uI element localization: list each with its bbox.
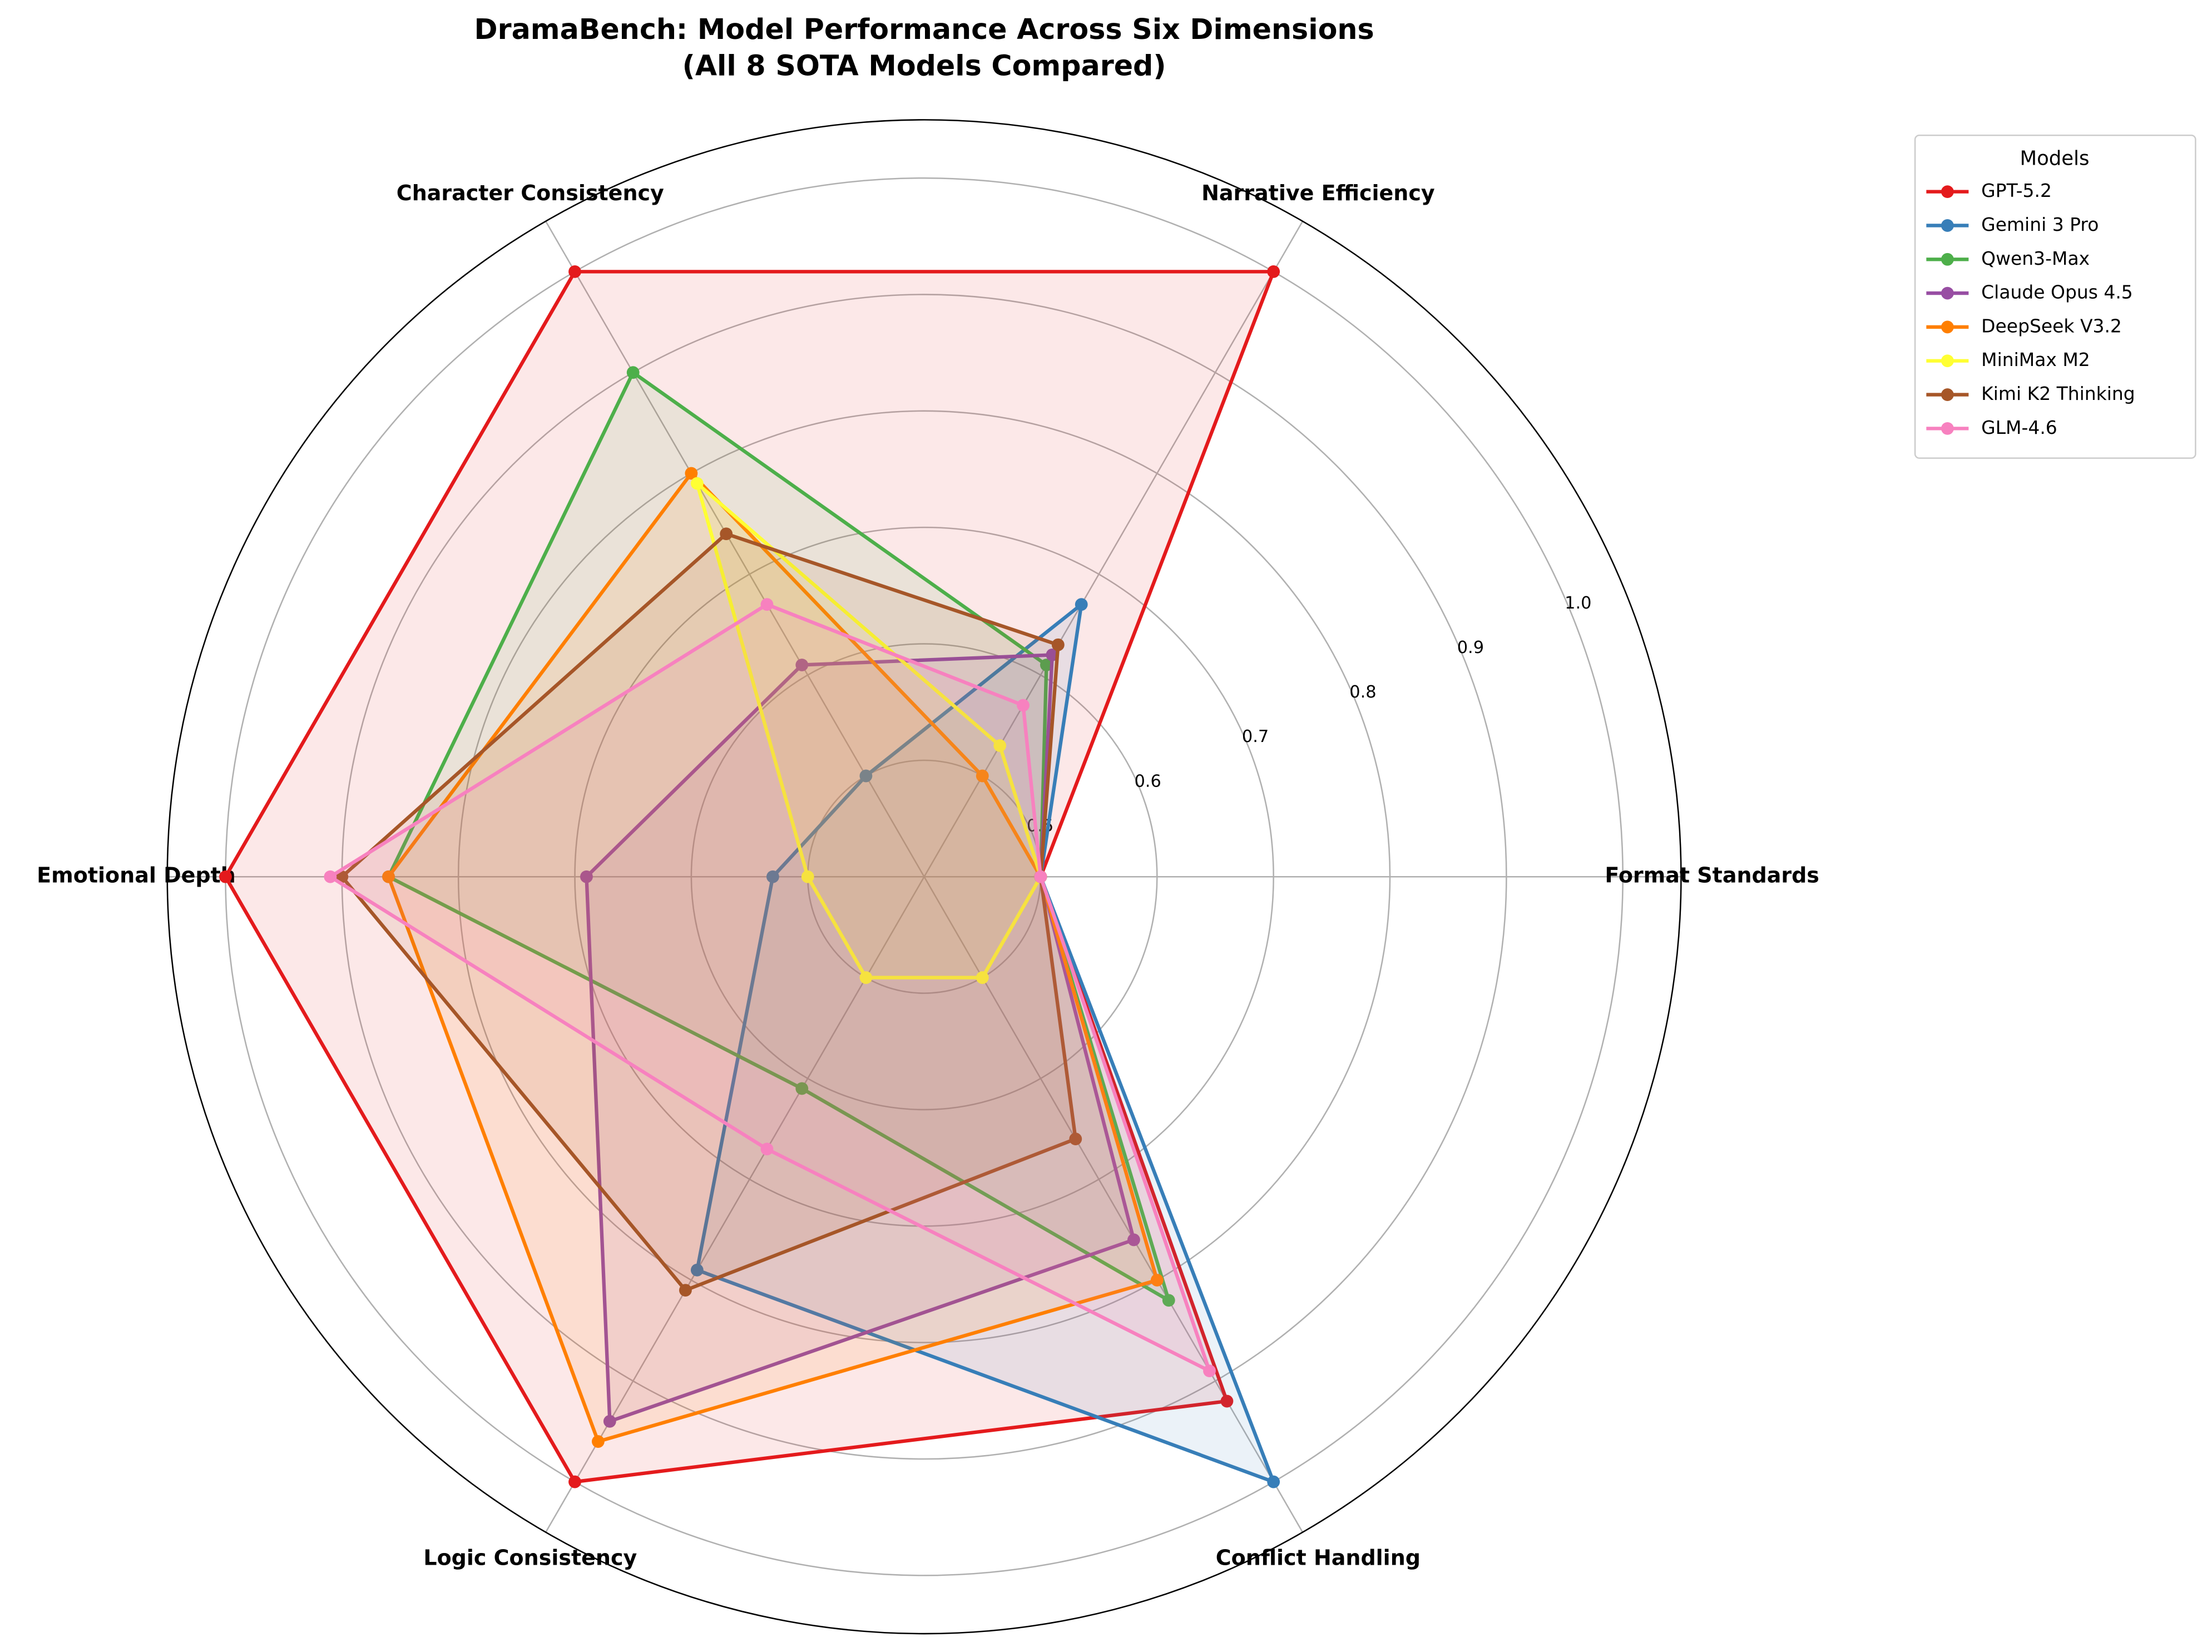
category-label: Logic Consistency xyxy=(423,1546,637,1570)
point xyxy=(1267,1475,1280,1488)
point xyxy=(760,1142,774,1156)
point xyxy=(568,1475,581,1488)
point xyxy=(1017,699,1030,712)
legend-label: GPT-5.2 xyxy=(1981,180,2052,201)
point xyxy=(976,971,989,984)
point xyxy=(335,870,349,883)
legend-label: Kimi K2 Thinking xyxy=(1981,383,2135,404)
legend-marker xyxy=(1941,286,1954,300)
r-tick-label: 0.6 xyxy=(1134,771,1161,791)
legend-label: MiniMax M2 xyxy=(1981,349,2090,370)
point xyxy=(859,769,873,783)
axis-spoke xyxy=(923,221,1304,877)
point xyxy=(591,1435,605,1448)
point xyxy=(1075,598,1088,611)
legend-label: Gemini 3 Pro xyxy=(1981,214,2099,235)
point xyxy=(760,598,774,611)
legend-marker xyxy=(1941,388,1954,401)
legend: Models GPT-5.2 Gemini 3 Pro Qwen3-Max Claud… xyxy=(1914,135,2196,459)
outer-frame xyxy=(166,119,1682,1635)
legend-marker xyxy=(1941,422,1954,435)
r-tick-label: 0.8 xyxy=(1349,682,1376,702)
point xyxy=(382,870,395,883)
point xyxy=(1267,265,1280,278)
point xyxy=(568,265,581,278)
chart-subtitle: (All 8 SOTA Models Compared) xyxy=(682,50,1166,82)
series-area xyxy=(225,271,1274,1482)
point xyxy=(580,870,593,883)
legend-marker xyxy=(1941,219,1954,232)
legend-label: Qwen3-Max xyxy=(1981,248,2090,269)
grid: Format Standards Narrative Efficiency Char… xyxy=(37,119,1819,1635)
point xyxy=(1127,1233,1140,1247)
point xyxy=(1203,1364,1216,1378)
axis-spoke xyxy=(545,221,925,877)
point xyxy=(1220,1394,1234,1408)
category-label: Narrative Efficiency xyxy=(1201,181,1435,205)
point xyxy=(801,870,814,883)
point xyxy=(766,870,779,883)
series-area xyxy=(330,604,1210,1371)
category-label: Character Consistency xyxy=(397,181,664,205)
legend-marker xyxy=(1941,253,1954,266)
point xyxy=(603,1414,616,1428)
legend-label: Claude Opus 4.5 xyxy=(1981,281,2133,303)
series-area xyxy=(388,372,1169,1300)
legend-marker xyxy=(1941,185,1954,199)
point xyxy=(1034,870,1047,883)
point xyxy=(685,467,698,480)
point xyxy=(679,1284,692,1297)
point xyxy=(1150,1274,1164,1287)
plot-area xyxy=(219,265,1280,1488)
legend-marker xyxy=(1941,320,1954,334)
point xyxy=(690,1263,704,1277)
legend-box xyxy=(1914,135,2196,459)
point xyxy=(324,870,337,883)
series-area xyxy=(342,533,1076,1290)
category-label: Conflict Handling xyxy=(1216,1546,1421,1570)
legend-title: Models xyxy=(2020,147,2089,170)
r-tick-label: 0.7 xyxy=(1242,727,1269,746)
point xyxy=(1069,1132,1082,1146)
point xyxy=(1051,638,1065,651)
point xyxy=(626,366,640,379)
legend-label: GLM-4.6 xyxy=(1981,417,2057,438)
r-tick-label: 0.9 xyxy=(1457,638,1484,657)
point xyxy=(859,971,873,984)
point xyxy=(993,739,1007,752)
point xyxy=(219,870,232,883)
point xyxy=(720,527,733,541)
legend-marker xyxy=(1941,354,1954,368)
series-area xyxy=(697,604,1274,1482)
point xyxy=(1162,1294,1175,1307)
category-label: Format Standards xyxy=(1605,863,1819,888)
axis-spoke xyxy=(923,876,1304,1533)
point xyxy=(795,659,809,671)
r-tick-label: 1.0 xyxy=(1565,593,1591,613)
legend-label: DeepSeek V3.2 xyxy=(1981,315,2122,337)
point xyxy=(976,769,989,783)
series-area xyxy=(697,483,1041,978)
series-area xyxy=(586,655,1134,1422)
point xyxy=(690,477,704,490)
point xyxy=(1040,659,1053,671)
category-label: Emotional Depth xyxy=(37,863,236,888)
series-area xyxy=(388,473,1157,1442)
chart-title: DramaBench: Model Performance Across Six… xyxy=(474,13,1374,46)
point xyxy=(795,1082,809,1095)
